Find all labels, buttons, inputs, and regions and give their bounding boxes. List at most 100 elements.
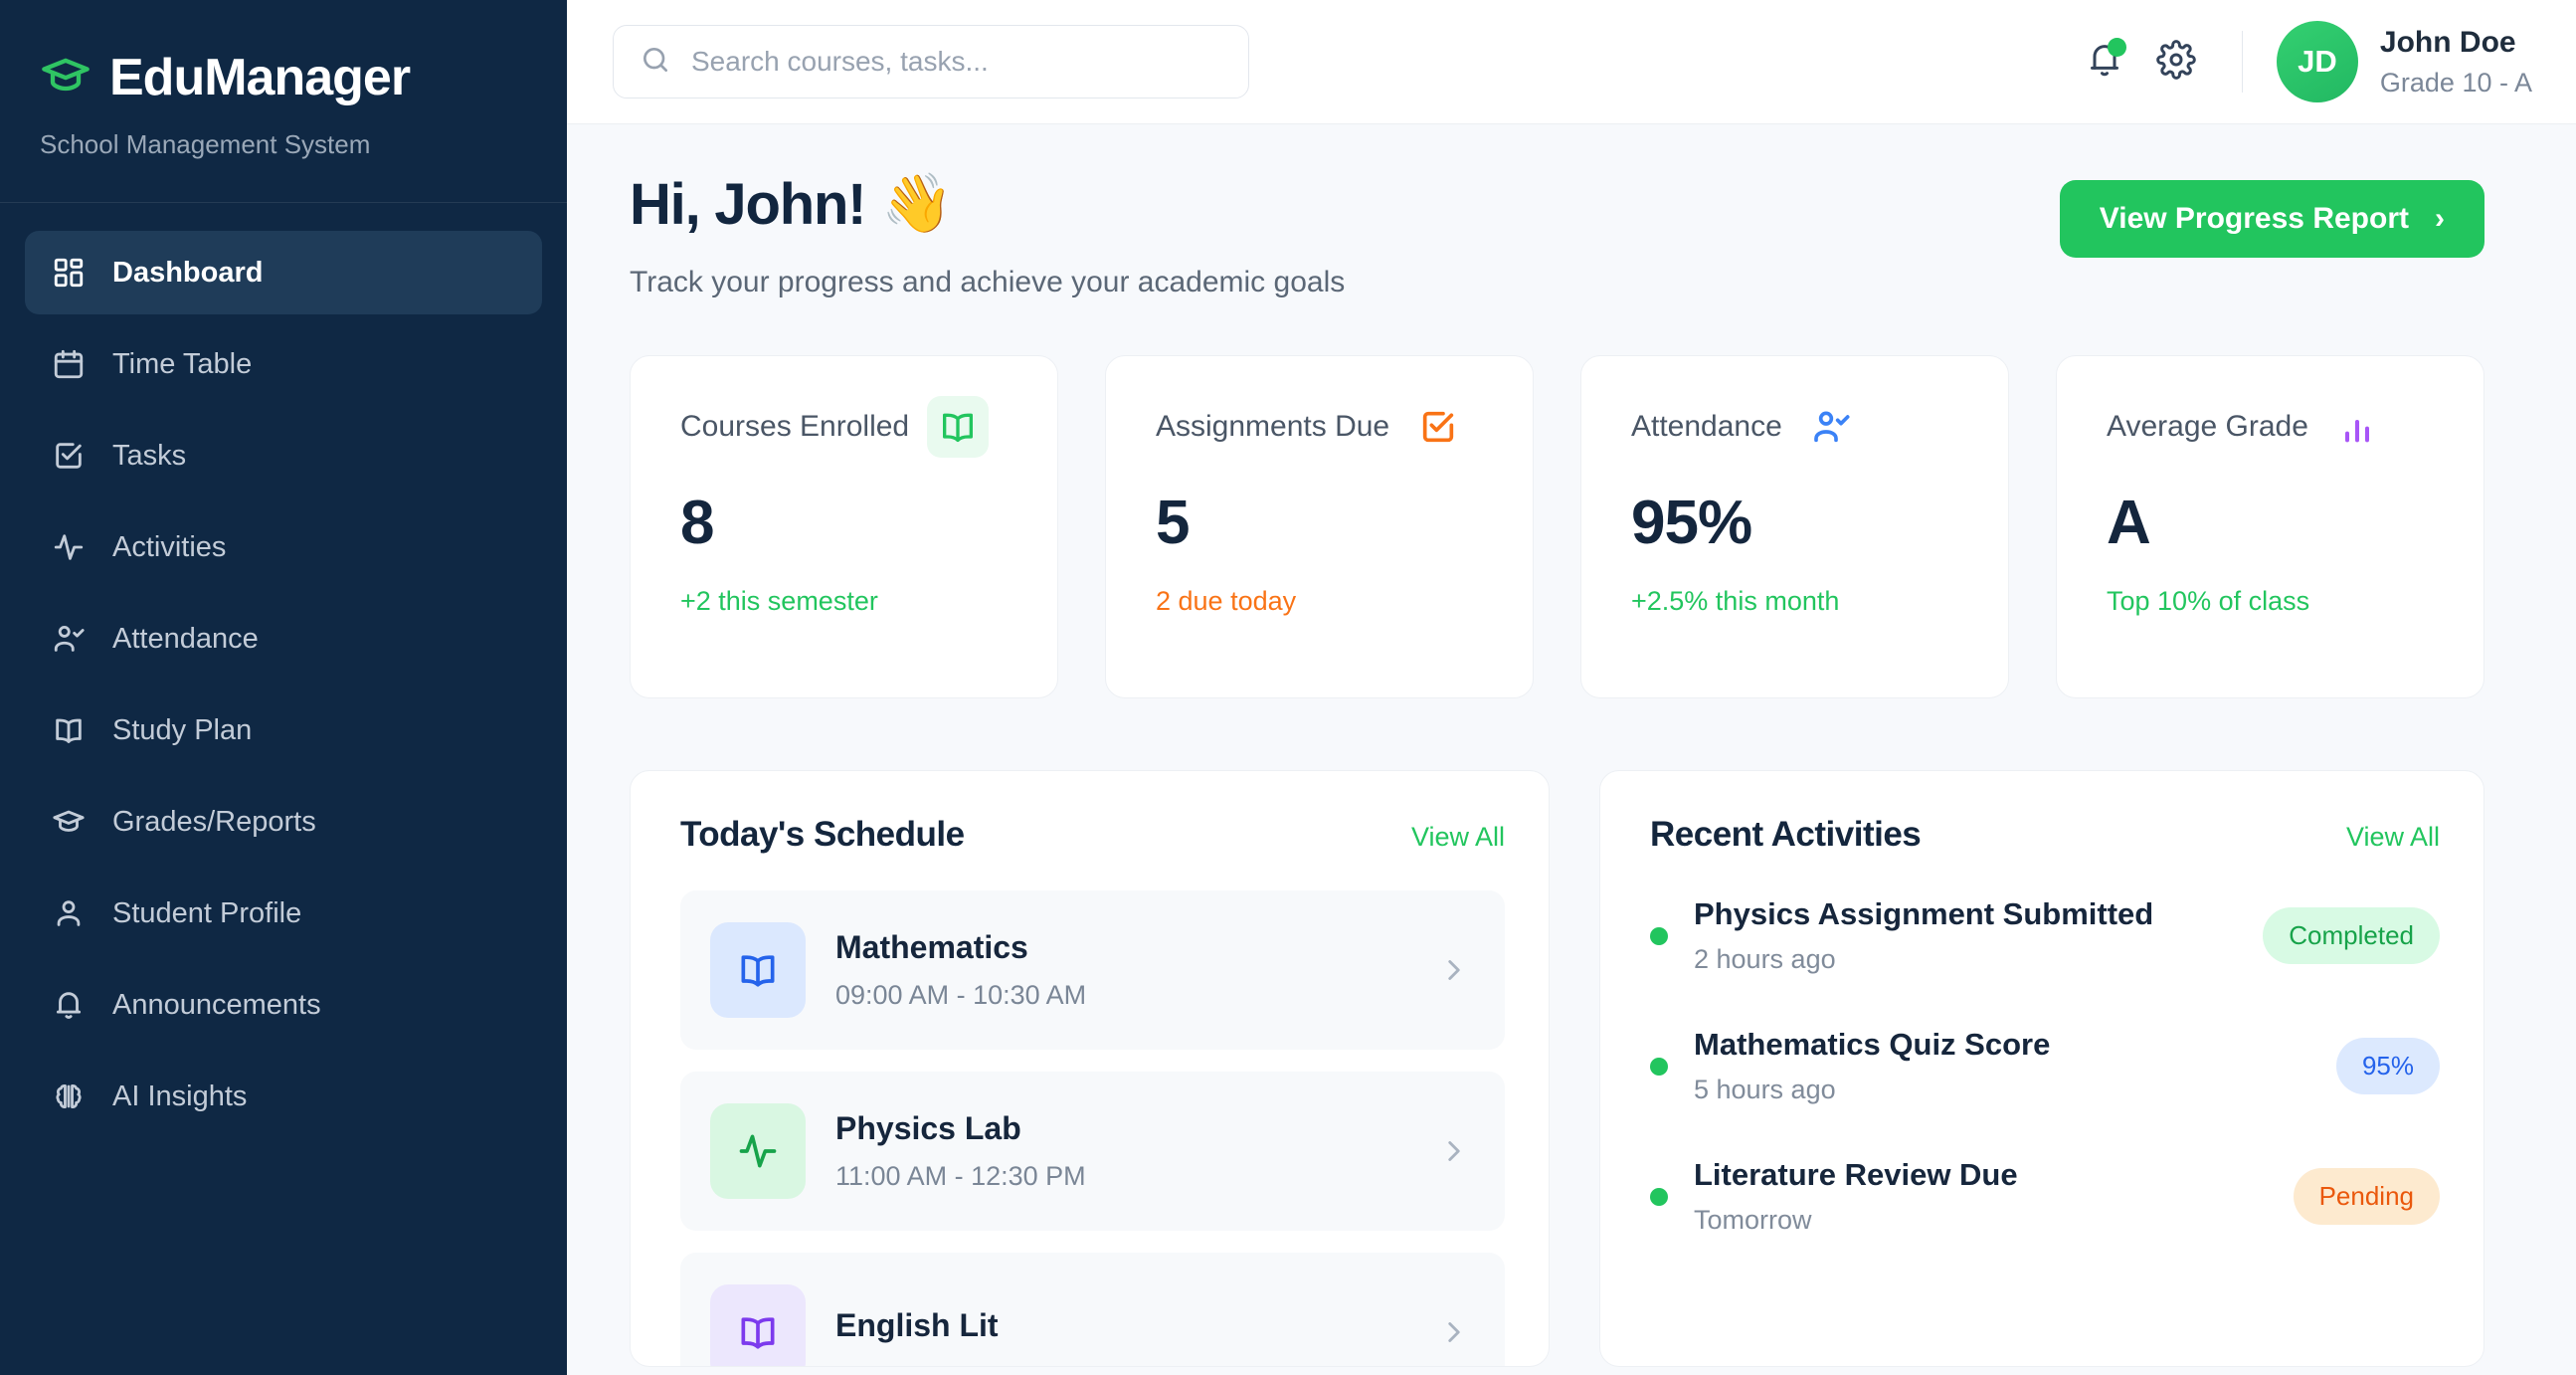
notifications-button[interactable] [2069,26,2140,98]
view-progress-report-button[interactable]: View Progress Report › [2059,180,2484,258]
topbar: JD John Doe Grade 10 - A [567,0,2576,124]
user-grade: Grade 10 - A [2379,67,2532,98]
stat-label: Courses Enrolled [680,410,910,443]
waving-hand-icon: 👋 [881,171,953,236]
sidebar-item-grades-reports[interactable]: Grades/Reports [25,780,542,864]
stat-cards: Courses Enrolled 8 +2 this semester Assi… [630,355,2484,698]
status-dot-icon [1650,1187,1668,1206]
brand-name: EduManager [109,49,411,106]
brand-tagline: School Management System [40,129,371,159]
chevron-right-icon [1437,953,1471,987]
stat-value: 95% [1631,489,1752,557]
graduation-cap-icon [51,804,87,840]
stat-value: 8 [680,489,714,557]
check-square-icon [1407,396,1469,458]
sidebar-item-student-profile[interactable]: Student Profile [25,872,542,955]
open-book-icon [927,396,990,458]
sidebar-item-label: Dashboard [112,256,264,289]
stat-value: A [2107,489,2151,557]
schedule-item-name: Physics Lab [835,1110,1021,1146]
notification-unread-dot [2107,38,2126,57]
activity-time: Tomorrow [1694,1205,1812,1235]
schedule-item-name: English Lit [835,1306,999,1343]
activity-pulse-icon [710,1103,806,1199]
sidebar-item-dashboard[interactable]: Dashboard [25,231,542,314]
panel-head: Today's Schedule View All [680,815,1505,855]
panel-title: Today's Schedule [680,815,965,854]
sidebar-item-label: Activities [112,530,227,563]
activity-title: Physics Assignment Submitted [1694,896,2154,931]
activity-title: Mathematics Quiz Score [1694,1027,2051,1062]
chevron-right-icon [1437,1134,1471,1168]
bell-icon [51,987,87,1023]
sidebar-item-attendance[interactable]: Attendance [25,597,542,681]
search-box[interactable] [613,25,1249,98]
stat-value: 5 [1156,489,1190,557]
stat-card-courses-enrolled: Courses Enrolled 8 +2 this semester [630,355,1058,698]
stat-delta: 2 due today [1156,586,1297,616]
user-menu[interactable]: JD John Doe Grade 10 - A [2276,21,2532,102]
search-input[interactable] [691,46,1222,78]
user-name: John Doe [2379,25,2516,59]
grid-dashboard-icon [51,255,87,291]
sidebar-item-label: Study Plan [112,713,253,746]
settings-button[interactable] [2140,26,2212,98]
list-item[interactable]: Physics Assignment Submitted 2 hours ago… [1650,896,2440,975]
sidebar-item-time-table[interactable]: Time Table [25,322,542,406]
stat-delta: +2 this semester [680,586,878,616]
stat-card-average-grade: Average Grade A Top 10% of class [2056,355,2484,698]
list-item[interactable]: Physics Lab 11:00 AM - 12:30 PM [680,1072,1505,1231]
sidebar-item-activities[interactable]: Activities [25,505,542,589]
todays-schedule-panel: Today's Schedule View All Mathematics 09… [630,770,1550,1367]
bar-chart-icon [2326,396,2388,458]
stat-card-attendance: Attendance 95% +2.5% this month [1580,355,2009,698]
stat-head: Assignments Due [1156,396,1491,458]
status-dot-icon [1650,1057,1668,1076]
chevron-right-icon [1437,1315,1471,1349]
schedule-item-text: English Lit [835,1307,999,1358]
brand-row: EduManager [40,48,519,107]
open-book-icon [710,922,806,1018]
stat-delta: Top 10% of class [2107,586,2310,616]
status-badge: 95% [2335,1038,2440,1094]
sidebar-item-label: Grades/Reports [112,805,316,838]
sidebar-item-tasks[interactable]: Tasks [25,414,542,497]
schedule-item-text: Physics Lab 11:00 AM - 12:30 PM [835,1110,1086,1192]
activities-view-all-link[interactable]: View All [2345,822,2440,852]
sidebar-item-label: Student Profile [112,896,302,929]
dashboard-panels: Today's Schedule View All Mathematics 09… [630,770,2484,1367]
status-badge: Completed [2263,907,2440,964]
sidebar: EduManager School Management System Dash… [0,0,567,1375]
open-book-icon [710,1284,806,1366]
sidebar-item-announcements[interactable]: Announcements [25,963,542,1047]
main-area: JD John Doe Grade 10 - A Hi, John! 👋 Tra… [567,0,2576,1375]
activity-pulse-icon [51,529,87,565]
greeting-text: Hi, John! [630,171,866,237]
list-item[interactable]: Literature Review Due Tomorrow Pending [1650,1157,2440,1236]
list-item[interactable]: English Lit [680,1253,1505,1366]
sidebar-item-study-plan[interactable]: Study Plan [25,688,542,772]
stat-head: Attendance [1631,396,1966,458]
chevron-right-icon: › [2435,202,2445,235]
graduation-cap-icon [40,50,92,106]
greeting-subtitle: Track your progress and achieve your aca… [630,266,1346,298]
sidebar-divider [0,202,567,203]
sidebar-item-ai-insights[interactable]: AI Insights [25,1055,542,1138]
schedule-item-time: 11:00 AM - 12:30 PM [835,1161,1086,1191]
user-check-icon [51,621,87,657]
activity-text: Physics Assignment Submitted 2 hours ago [1694,896,2153,975]
status-dot-icon [1650,926,1668,945]
schedule-item-name: Mathematics [835,929,1028,965]
schedule-item-text: Mathematics 09:00 AM - 10:30 AM [835,929,1086,1011]
stat-card-assignments-due: Assignments Due 5 2 due today [1105,355,1534,698]
user-icon [51,895,87,931]
stat-label: Assignments Due [1156,410,1390,443]
open-book-icon [51,712,87,748]
list-item[interactable]: Mathematics Quiz Score 5 hours ago 95% [1650,1027,2440,1105]
activity-time: 2 hours ago [1694,944,1836,974]
list-item[interactable]: Mathematics 09:00 AM - 10:30 AM [680,890,1505,1050]
schedule-view-all-link[interactable]: View All [1410,822,1505,852]
stat-head: Courses Enrolled [680,396,1015,458]
dashboard-content: Hi, John! 👋 Track your progress and achi… [567,124,2576,1375]
